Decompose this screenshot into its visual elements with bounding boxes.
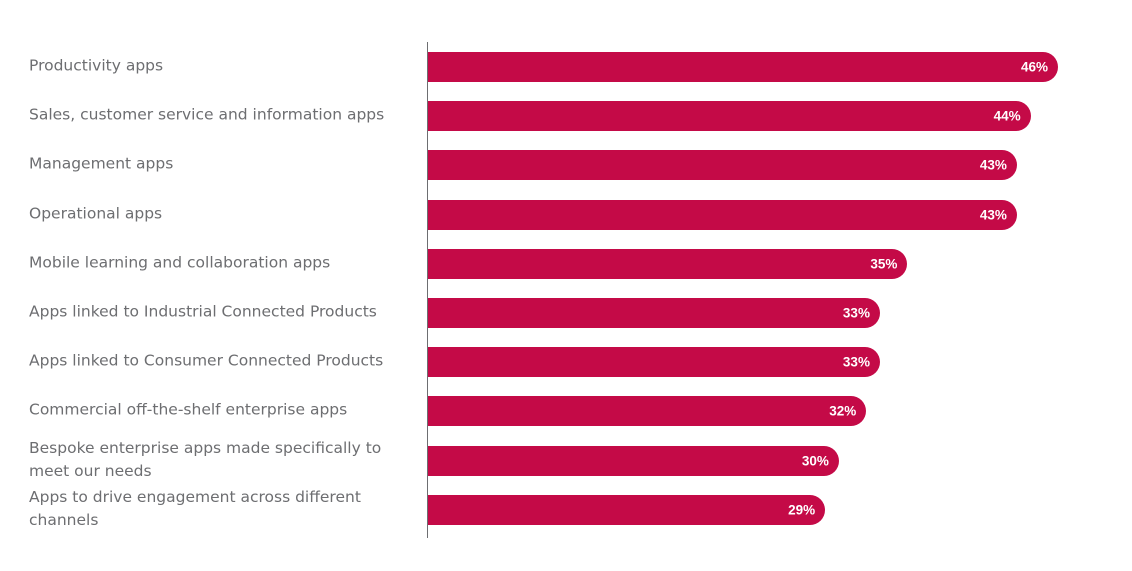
category-label: Commercial off-the-shelf enterprise apps: [29, 400, 348, 419]
bar: 32%: [428, 396, 867, 427]
y-axis-line: [427, 42, 428, 538]
bar-value-label: 43%: [979, 157, 1007, 173]
bar-value-label: 32%: [829, 403, 857, 419]
bar-value-label: 46%: [1020, 59, 1048, 75]
bar: 33%: [428, 298, 880, 328]
bar: 29%: [428, 494, 826, 525]
bar-value-label: 29%: [788, 502, 816, 518]
bar-value-label: 30%: [801, 453, 829, 469]
category-label: Bespoke enterprise apps made specificall…: [29, 438, 382, 480]
bar-value-label: 43%: [979, 207, 1007, 223]
bar: 44%: [428, 101, 1031, 132]
category-label: Apps to drive engagement across differen…: [29, 487, 361, 529]
category-label: Operational apps: [29, 204, 163, 223]
bar: 33%: [428, 347, 880, 378]
category-label: Apps linked to Industrial Connected Prod…: [29, 302, 377, 321]
category-label: Sales, customer service and information …: [29, 105, 385, 124]
category-label: Productivity apps: [29, 56, 164, 75]
bar: 43%: [428, 199, 1017, 230]
bar: 46%: [428, 52, 1058, 82]
bar-value-label: 33%: [842, 354, 870, 370]
bar-value-label: 44%: [993, 108, 1021, 124]
category-label: Mobile learning and collaboration apps: [29, 253, 331, 272]
bar: 35%: [428, 248, 908, 279]
bar: 30%: [428, 445, 839, 476]
bar-value-label: 33%: [842, 305, 870, 321]
category-label: Apps linked to Consumer Connected Produc…: [29, 351, 384, 370]
bar: 43%: [428, 150, 1017, 181]
bar-value-label: 35%: [870, 256, 898, 272]
category-label: Management apps: [29, 154, 174, 173]
